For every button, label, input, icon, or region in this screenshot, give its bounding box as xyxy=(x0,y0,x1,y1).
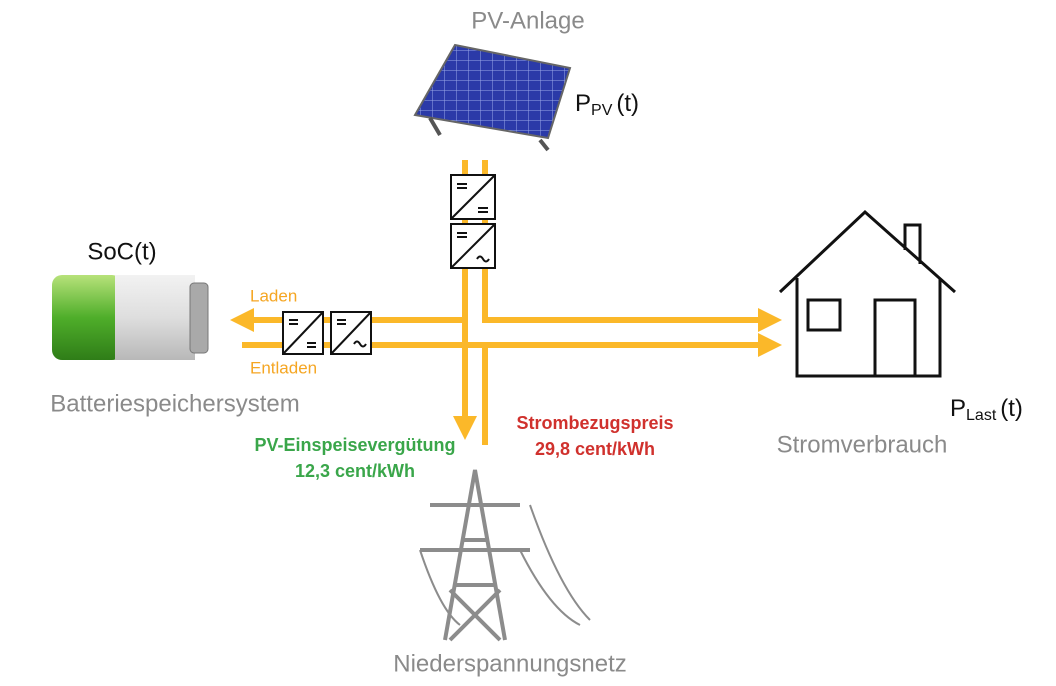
solar-panel xyxy=(413,43,572,152)
power-tower xyxy=(419,469,591,642)
discharge-label: Entladen xyxy=(250,358,317,377)
converter-dcdc-pv xyxy=(450,174,496,220)
house-power: PLast (t) xyxy=(950,395,1023,424)
pv-power: PPV (t) xyxy=(575,90,639,119)
pv-title: PV-Anlage xyxy=(471,7,584,34)
battery-title: Batteriespeichersystem xyxy=(50,390,299,417)
converter-dcdc-battery xyxy=(282,311,324,355)
house xyxy=(778,209,956,378)
battery-soc: SoC(t) xyxy=(87,238,156,265)
feed-in-label: PV-Einspeisevergütung xyxy=(254,435,455,455)
feed-in-price: 12,3 cent/kWh xyxy=(295,461,415,481)
charge-label: Laden xyxy=(250,286,297,305)
power-flows xyxy=(230,160,782,445)
grid-title: Niederspannungsnetz xyxy=(393,650,627,677)
converter-dcac-pv xyxy=(450,223,496,269)
converter-dcac-battery xyxy=(330,311,372,355)
house-title: Stromverbrauch xyxy=(777,431,948,458)
purchase-label: Strombezugspreis xyxy=(516,413,673,433)
battery xyxy=(52,275,209,360)
purchase-price: 29,8 cent/kWh xyxy=(535,439,655,459)
